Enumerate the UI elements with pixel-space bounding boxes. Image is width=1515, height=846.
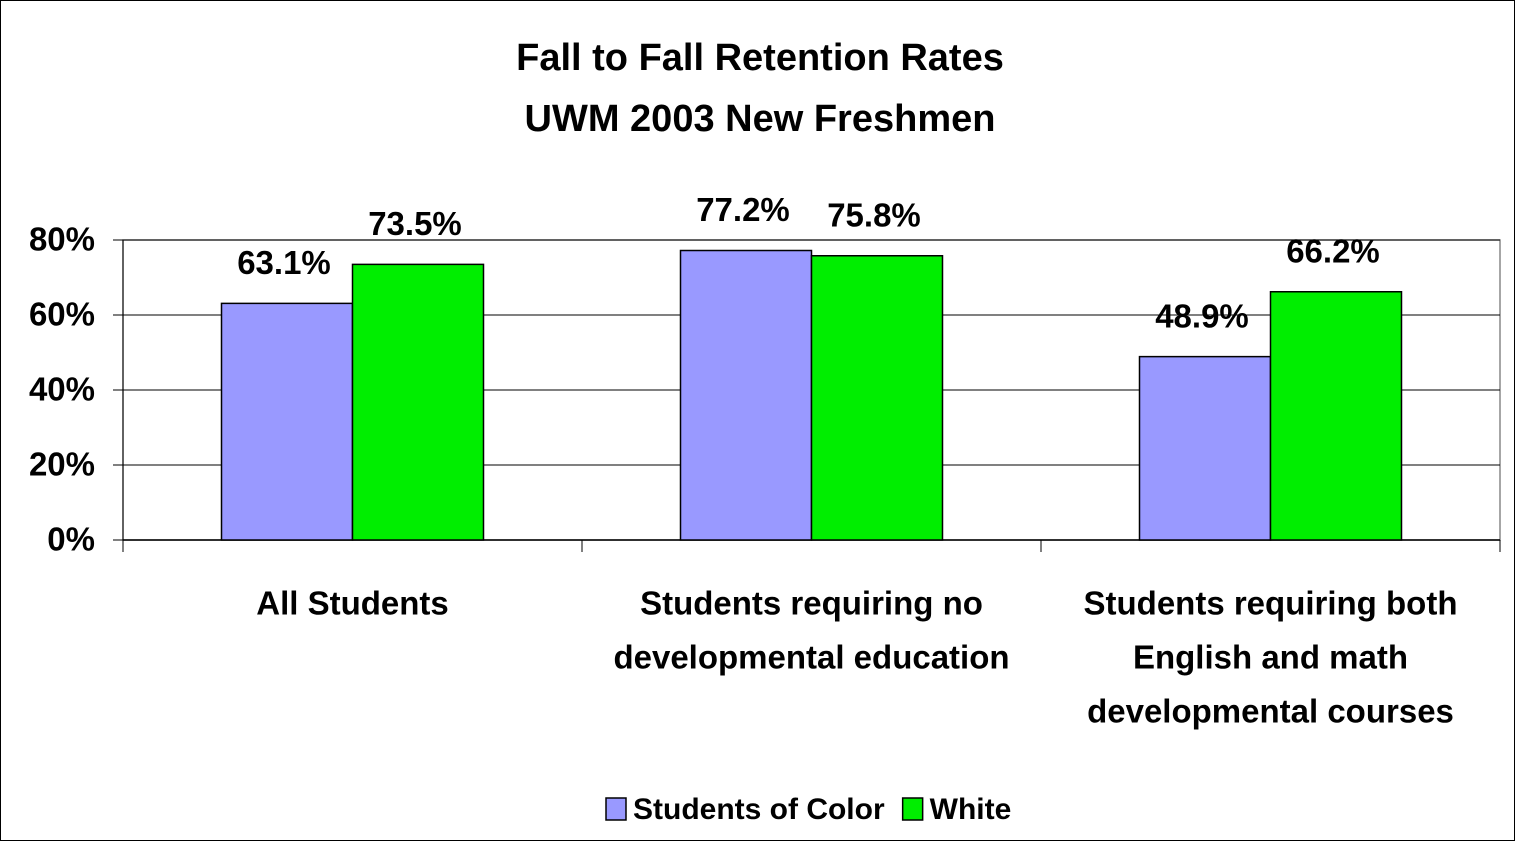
x-tick-label: developmental courses: [1087, 693, 1454, 730]
bar: [810, 255, 944, 541]
data-label: 63.1%: [237, 244, 331, 281]
legend-swatch: [605, 797, 627, 821]
x-tick-label: Students requiring no: [640, 585, 983, 622]
y-tick-label: 0%: [47, 521, 95, 558]
bar: [351, 263, 485, 541]
legend-swatch: [901, 797, 924, 821]
legend-label: Students of Color: [633, 793, 885, 826]
bar: [1269, 291, 1403, 541]
x-tick-label: developmental education: [613, 639, 1009, 676]
bar: [220, 302, 354, 541]
data-label: 77.2%: [696, 191, 790, 228]
chart-subtitle: UWM 2003 New Freshmen: [525, 98, 996, 140]
x-tick-label: English and math: [1133, 639, 1408, 676]
data-label: 66.2%: [1286, 232, 1380, 269]
data-label: 48.9%: [1155, 297, 1249, 334]
x-tick-label: Students requiring both: [1084, 585, 1458, 622]
y-tick-label: 40%: [29, 371, 95, 408]
bar: [679, 249, 813, 541]
x-tick-label: All Students: [256, 585, 449, 622]
chart-title: Fall to Fall Retention Rates: [516, 37, 1004, 79]
y-tick-label: 20%: [29, 446, 95, 483]
data-label: 75.8%: [827, 196, 921, 233]
data-label: 73.5%: [368, 205, 462, 242]
legend-label: White: [930, 793, 1012, 826]
bar: [1138, 355, 1272, 541]
y-tick-label: 80%: [29, 221, 95, 258]
y-tick-label: 60%: [29, 296, 95, 333]
